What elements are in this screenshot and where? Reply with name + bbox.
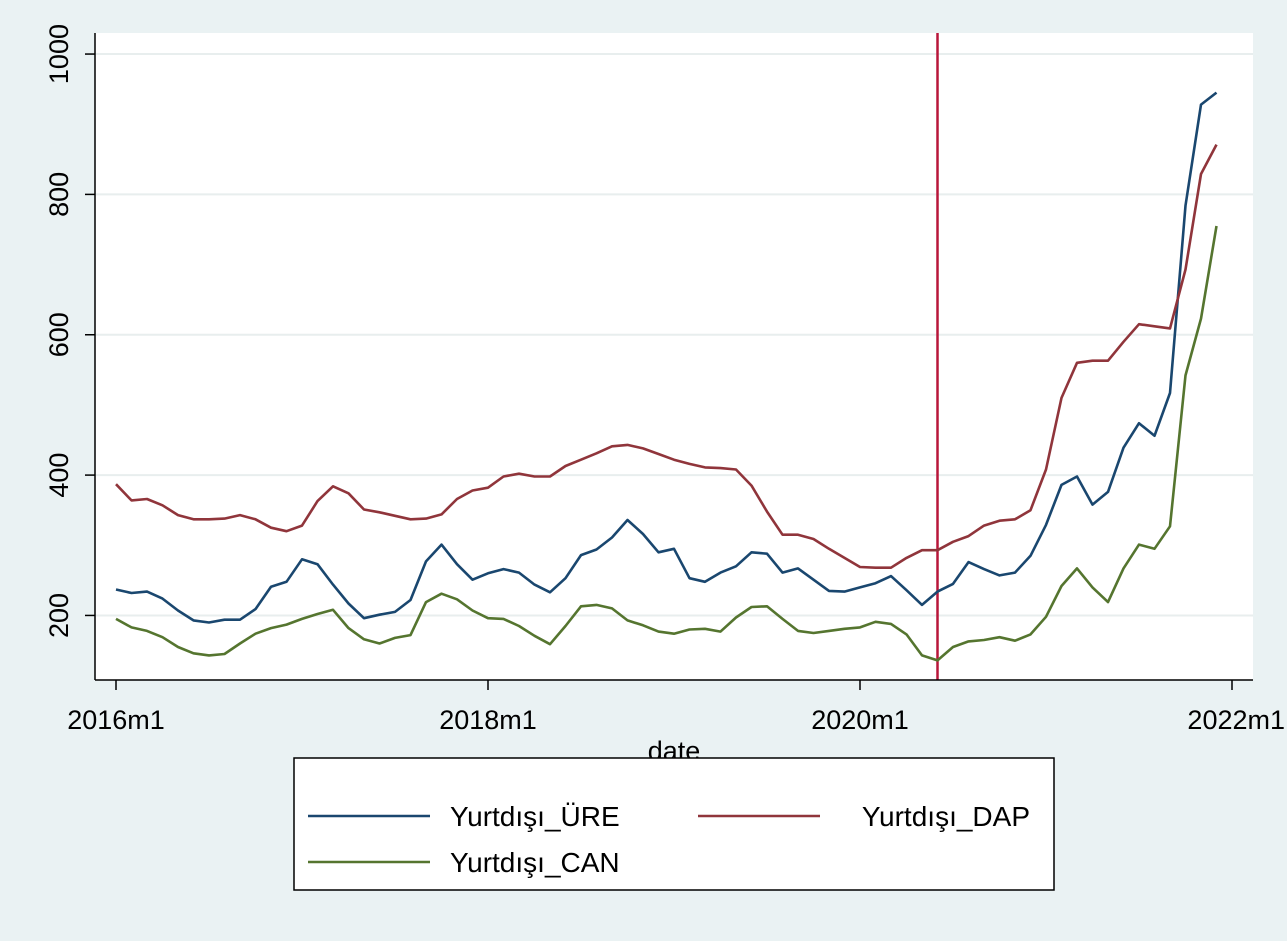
y-tick-label: 800 [44,172,74,217]
axis-layer: 200 400 600 800 1000 2016m1 2018m1 2020m1 2022m1 [44,24,1285,735]
series-layer [115,91,1218,662]
legend-label: Yurtdışı_DAP [862,801,1030,832]
legend: Yurtdışı_ÜRE Yurtdışı_DAP Yurtdışı_CAN [293,757,1055,891]
x-tick-label: 2018m1 [439,705,537,735]
y-tick-label: 600 [44,312,74,357]
y-tick-label: 200 [44,593,74,638]
plot-background [95,33,1253,680]
legend-box [293,757,1055,891]
x-tick-label: 2020m1 [811,705,909,735]
series-line [115,91,1218,624]
y-tick-label: 400 [44,453,74,498]
legend-label: Yurtdışı_CAN [450,847,620,878]
x-tick-label: 2022m1 [1187,705,1285,735]
grid-layer [95,53,1253,617]
x-tick-label: 2016m1 [67,705,165,735]
legend-label: Yurtdışı_ÜRE [450,801,620,832]
series-line [115,143,1218,570]
y-tick-label: 1000 [44,24,74,84]
series-line [115,225,1218,662]
